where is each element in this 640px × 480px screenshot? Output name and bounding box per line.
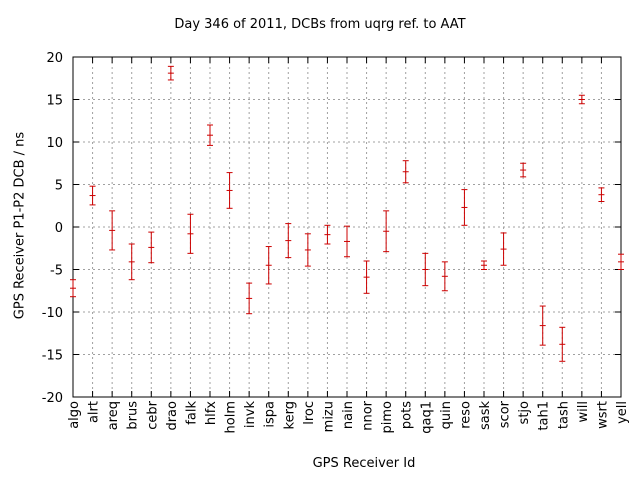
data-point-tash: [559, 326, 566, 362]
x-tick-label: tah1: [537, 401, 552, 431]
data-point-pots: [402, 160, 409, 184]
y-tick-label: 0: [55, 221, 63, 236]
data-point-quin: [441, 261, 448, 292]
data-point-kerg: [285, 223, 292, 259]
data-point-stjo: [520, 162, 527, 178]
data-point-reso: [461, 189, 468, 226]
x-tick-label: holm: [224, 401, 239, 433]
x-tick-label: wsrt: [595, 401, 610, 429]
x-axis-label: GPS Receiver Id: [312, 456, 416, 471]
data-point-yell: [618, 253, 624, 270]
data-point-tah1: [539, 305, 546, 346]
x-tick-label: falk: [184, 401, 199, 425]
x-tick-label: areq: [106, 401, 121, 430]
y-tick-label: -5: [50, 264, 63, 279]
y-tick-label: 10: [46, 136, 63, 151]
data-point-hlfx: [207, 124, 213, 146]
y-tick-label: 15: [46, 94, 63, 109]
data-point-sask: [481, 260, 487, 270]
data-point-qaq1: [422, 252, 429, 287]
x-tick-label: reso: [458, 401, 473, 429]
data-point-invk: [246, 282, 253, 315]
chart-title: Day 346 of 2011, DCBs from uqrg ref. to …: [174, 17, 466, 32]
x-tick-label: ispa: [263, 401, 278, 428]
data-point-will: [578, 94, 585, 105]
x-tick-label: algo: [67, 401, 82, 429]
x-tick-label: nain: [341, 401, 356, 429]
x-tick-label: kerg: [282, 401, 297, 429]
data-point-alrt: [89, 185, 96, 206]
data-point-lroc: [304, 233, 311, 267]
data-point-nain: [344, 225, 350, 258]
x-tick-label: yell: [615, 401, 630, 424]
x-tick-label: qaq1: [419, 401, 434, 434]
x-tick-label: sask: [478, 401, 493, 431]
data-layer: [70, 65, 624, 362]
y-tick-label: 20: [46, 51, 63, 66]
x-tick-label: drao: [165, 401, 180, 431]
data-point-holm: [226, 172, 233, 209]
y-tick-label: -10: [42, 306, 63, 321]
y-tick-label: -15: [42, 349, 63, 364]
x-tick-label: hlfx: [204, 401, 219, 425]
x-tick-label: mizu: [321, 401, 336, 432]
x-tick-label: stjo: [517, 401, 532, 424]
data-point-mizu: [324, 224, 331, 245]
x-tick-label: alrt: [87, 401, 102, 423]
data-point-drao: [167, 65, 174, 81]
tick-label-layer: -20 -15 -10 -5 0 5 10 15 20 algo alrt areq brus cebr d…: [42, 51, 630, 434]
x-tick-label: tash: [556, 401, 571, 429]
data-point-brus: [128, 243, 135, 281]
data-point-wsrt: [598, 187, 605, 202]
data-point-cebr: [148, 231, 155, 264]
data-point-scor: [500, 232, 507, 266]
data-point-pimo: [383, 210, 390, 253]
data-point-nnor: [363, 260, 370, 294]
x-tick-label: will: [576, 401, 591, 422]
x-tick-label: pots: [400, 401, 415, 429]
data-point-ispa: [265, 246, 272, 285]
x-tick-label: brus: [126, 401, 141, 430]
x-tick-label: pimo: [380, 401, 395, 434]
data-point-algo: [70, 279, 76, 298]
data-point-falk: [187, 213, 194, 254]
x-tick-label: scor: [498, 400, 513, 428]
data-point-areq: [109, 210, 116, 251]
x-tick-label: cebr: [145, 400, 160, 429]
x-tick-label: invk: [243, 401, 258, 429]
x-tick-label: nnor: [361, 400, 376, 430]
grid-layer: [73, 57, 621, 397]
tick-layer: [72, 56, 622, 398]
x-tick-label: quin: [439, 401, 454, 429]
x-tick-label: lroc: [302, 401, 317, 425]
y-tick-label: -20: [42, 391, 63, 406]
y-tick-label: 5: [55, 179, 63, 194]
